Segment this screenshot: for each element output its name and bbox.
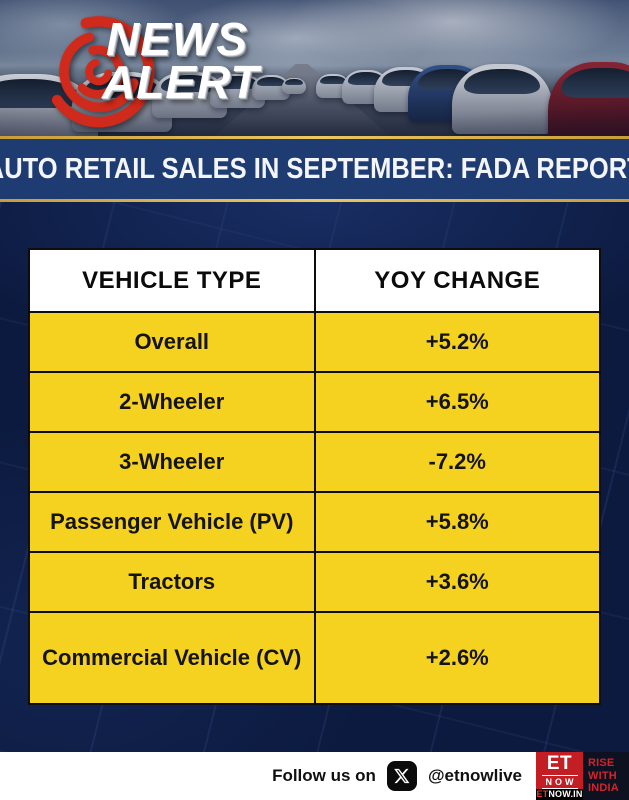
- table-row: 2-Wheeler +6.5%: [28, 371, 601, 433]
- vehicle-type-cell: Passenger Vehicle (PV): [28, 491, 316, 553]
- vehicle-type-cell: Overall: [28, 311, 316, 373]
- table-row: Commercial Vehicle (CV) +2.6%: [28, 611, 601, 705]
- news-alert-text: NEWS ALERT: [102, 13, 260, 105]
- yoy-change-cell: +6.5%: [313, 371, 601, 433]
- table-header-row: VEHICLE TYPE YOY CHANGE: [28, 248, 601, 313]
- site-prefix: ET: [536, 789, 549, 799]
- vehicle-type-cell: Tractors: [28, 551, 316, 613]
- news-alert-logo: NEWS ALERT: [14, 6, 294, 134]
- yoy-change-cell: -7.2%: [313, 431, 601, 493]
- yoy-change-cell: +5.8%: [313, 491, 601, 553]
- logo-et-text: ET: [546, 753, 573, 775]
- table-row: Tractors +3.6%: [28, 551, 601, 613]
- news-alert-word-news: NEWS: [106, 13, 248, 65]
- tagline-word: INDIA: [588, 782, 619, 795]
- gold-divider-bottom: [0, 199, 629, 202]
- table-row: Overall +5.2%: [28, 311, 601, 373]
- tagline-word: WITH: [588, 769, 617, 782]
- table-row: Passenger Vehicle (PV) +5.8%: [28, 491, 601, 553]
- header-vehicle-type: VEHICLE TYPE: [28, 248, 316, 313]
- header-yoy-change: YOY CHANGE: [313, 248, 601, 313]
- vehicle-type-cell: 2-Wheeler: [28, 371, 316, 433]
- vehicle-type-cell: Commercial Vehicle (CV): [28, 611, 316, 705]
- main-content-area: VEHICLE TYPE YOY CHANGE Overall +5.2% 2-…: [0, 202, 629, 752]
- logo-now-text: NOW: [541, 775, 578, 789]
- tagline-word: RISE: [588, 756, 615, 769]
- et-now-logo-red-box: ET NOW: [536, 752, 583, 789]
- headline-text: AUTO RETAIL SALES IN SEPTEMBER: FADA REP…: [0, 152, 629, 185]
- rise-with-india-tagline: RISE WITH INDIA: [583, 752, 629, 800]
- vehicle-type-cell: 3-Wheeler: [28, 431, 316, 493]
- news-alert-word-alert: ALERT: [102, 55, 260, 108]
- yoy-change-cell: +2.6%: [313, 611, 601, 705]
- table-row: 3-Wheeler -7.2%: [28, 431, 601, 493]
- sales-table: VEHICLE TYPE YOY CHANGE Overall +5.2% 2-…: [28, 248, 601, 705]
- follow-us-label: Follow us on: [272, 766, 376, 785]
- x-twitter-icon: [386, 761, 417, 791]
- social-follow: Follow us on @etnowlive: [272, 761, 536, 791]
- et-now-logo: ET NOW ET NOW.IN: [536, 752, 583, 800]
- footer-bar: Follow us on @etnowlive ET NOW ET NOW.IN …: [0, 752, 629, 800]
- headline-banner: AUTO RETAIL SALES IN SEPTEMBER: FADA REP…: [0, 139, 629, 199]
- twitter-handle: @etnowlive: [427, 766, 522, 785]
- red-vortex-icon: [51, 16, 155, 128]
- yoy-change-cell: +3.6%: [313, 551, 601, 613]
- yoy-change-cell: +5.2%: [313, 311, 601, 373]
- etnow-website-strip: ET NOW.IN: [536, 789, 583, 800]
- hero-car-photo: NEWS ALERT: [0, 0, 629, 136]
- site-suffix: NOW.IN: [548, 789, 583, 799]
- gold-divider-top: [0, 136, 629, 139]
